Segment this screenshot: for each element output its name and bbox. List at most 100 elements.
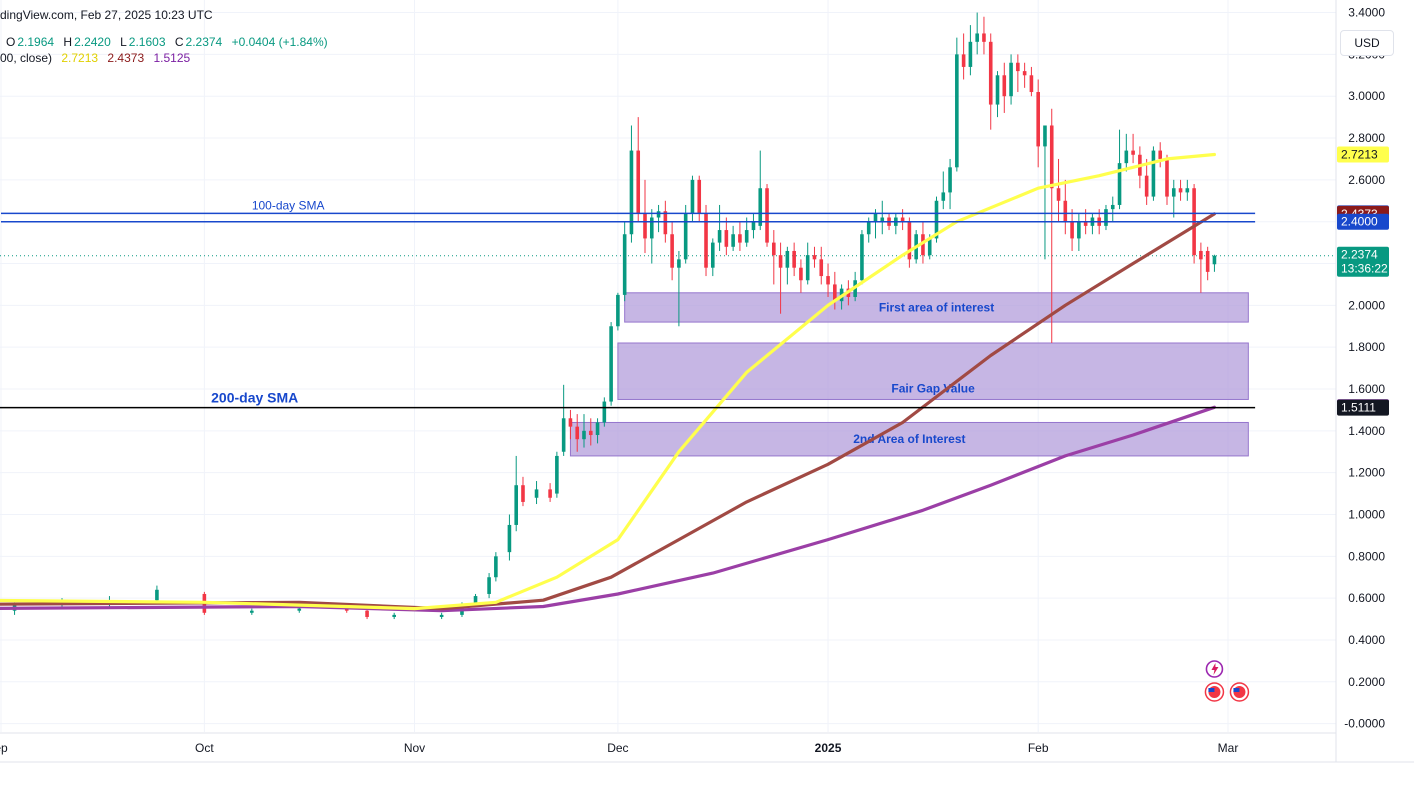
price-tick-label: 0.2000	[1348, 675, 1385, 689]
candle	[812, 246, 817, 268]
candle-body	[860, 234, 864, 281]
candle-body	[1104, 209, 1108, 226]
candle	[731, 225, 735, 251]
candle	[955, 37, 959, 172]
candle	[1077, 213, 1081, 251]
candle	[751, 213, 756, 239]
low-label: L	[120, 35, 127, 49]
price-tag-text: 1.5111	[1341, 401, 1376, 415]
candle	[683, 204, 688, 264]
open-label: O	[6, 35, 16, 49]
ma-legend-value-3: 1.5125	[153, 51, 191, 65]
candle-body	[995, 75, 1000, 105]
time-tick-label: Mar	[1218, 741, 1239, 755]
candle	[365, 608, 369, 620]
interest-zone	[624, 292, 1249, 323]
candle-body	[927, 238, 932, 256]
candle	[894, 213, 898, 235]
candle-body	[155, 589, 159, 601]
candle-body	[955, 54, 959, 168]
candle-body	[609, 326, 613, 402]
candle	[1110, 196, 1115, 222]
candle	[1131, 133, 1135, 164]
candle-body	[900, 217, 905, 222]
candle	[656, 204, 661, 233]
candle-body	[812, 255, 817, 260]
candle	[568, 409, 573, 440]
price-axis-labels: 3.40003.20003.00002.80002.60002.40002.20…	[1344, 6, 1385, 731]
candle-body	[649, 217, 654, 239]
price-tag-box	[1337, 399, 1389, 416]
zone-label: Fair Gap Value	[891, 381, 975, 395]
event-icons	[1204, 660, 1250, 702]
candle-body	[473, 596, 478, 605]
candle	[1016, 54, 1020, 93]
ma-legend: 00, close) 2.7213 2.4373 1.5125	[0, 51, 190, 65]
candle	[1171, 179, 1176, 218]
candle	[392, 612, 396, 620]
candle	[649, 209, 654, 264]
candle-body	[731, 234, 735, 247]
candle-body	[826, 276, 830, 285]
candle-body	[1077, 221, 1081, 239]
candle-body	[1178, 188, 1183, 193]
candle-body	[561, 418, 566, 452]
candle-body	[683, 213, 688, 260]
candle-body	[656, 211, 661, 218]
candle-body	[724, 230, 729, 247]
candle	[792, 242, 796, 277]
change-value: +0.0404 (+1.84%)	[231, 35, 328, 49]
close-value: 2.2374	[185, 35, 223, 49]
candle-body	[439, 614, 444, 617]
candle-body	[534, 489, 539, 498]
price-tick-label: 2.6000	[1348, 173, 1385, 187]
sma-100-line	[0, 212, 1216, 611]
candle-body	[717, 230, 722, 243]
candle	[534, 481, 539, 505]
candle	[982, 16, 986, 55]
candle-body	[819, 259, 824, 277]
candle	[622, 221, 627, 302]
candle	[582, 414, 586, 448]
candle-body	[616, 294, 620, 327]
price-tag-box	[1337, 246, 1389, 277]
time-tick-label: Feb	[1028, 741, 1049, 755]
candle	[975, 12, 979, 55]
price-tag-box	[1337, 213, 1389, 230]
candle	[778, 242, 783, 314]
candle-body	[392, 614, 396, 617]
candle-body	[988, 41, 993, 105]
candle	[738, 221, 742, 251]
candle-body	[1029, 75, 1034, 93]
candle-body	[507, 524, 512, 553]
high-value: 2.2420	[74, 35, 111, 49]
candle-body	[1151, 150, 1156, 197]
candle	[717, 204, 722, 251]
time-tick-label: ep	[0, 741, 8, 755]
candle	[805, 242, 810, 285]
low-value: 2.1603	[128, 35, 166, 49]
price-tick-label: -0.0000	[1344, 717, 1385, 731]
source-text: dingView.com, Feb 27, 2025 10:23 UTC	[0, 8, 213, 22]
candle-body	[948, 167, 952, 193]
price-tag-text: 2.7213	[1341, 147, 1378, 161]
candle-body	[1009, 62, 1013, 97]
candle	[1022, 62, 1027, 88]
candle-body	[521, 485, 525, 502]
ma-legend-label: 00, close)	[0, 51, 53, 65]
candle-body	[873, 213, 878, 222]
candle	[961, 33, 966, 80]
candle-body	[514, 485, 519, 525]
candle	[1070, 209, 1074, 251]
candle-body	[799, 267, 803, 281]
candle	[697, 175, 702, 222]
price-tags: 2.72132.43962.43732.40002.237413:36:221.…	[1337, 146, 1389, 416]
price-tick-label: 1.6000	[1348, 382, 1385, 396]
candle-body	[961, 54, 966, 67]
currency-button[interactable]: USD	[1340, 30, 1394, 56]
candle-body	[907, 221, 912, 260]
candle	[250, 608, 254, 615]
candle	[765, 184, 769, 247]
candle	[995, 71, 1000, 118]
